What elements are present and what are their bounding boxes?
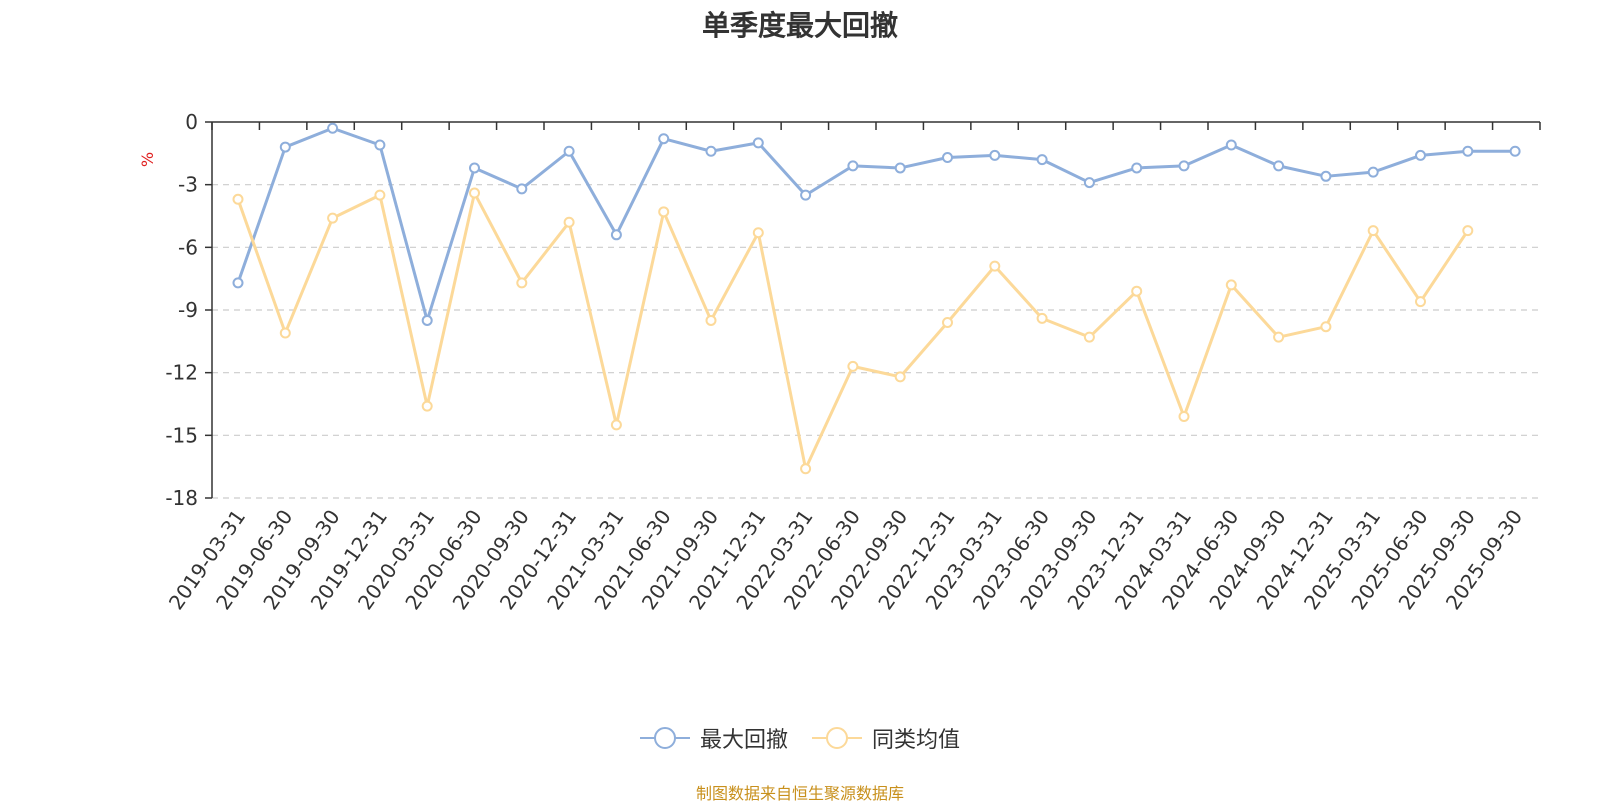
data-point[interactable] bbox=[1509, 145, 1521, 157]
data-point[interactable] bbox=[421, 314, 433, 326]
legend-label-peer-average: 同类均值 bbox=[872, 728, 961, 753]
data-point[interactable] bbox=[847, 160, 859, 172]
data-point[interactable] bbox=[421, 400, 433, 412]
legend-item-peer-average[interactable]: 同类均值 bbox=[812, 722, 960, 754]
legend-item-max-drawdown[interactable]: 最大回撤 bbox=[639, 722, 788, 754]
data-point[interactable] bbox=[279, 141, 291, 153]
data-point[interactable] bbox=[232, 277, 244, 289]
data-point[interactable] bbox=[1178, 160, 1190, 172]
data-point[interactable] bbox=[1462, 145, 1474, 157]
data-point[interactable] bbox=[1320, 321, 1332, 333]
data-point[interactable] bbox=[1273, 331, 1285, 343]
data-point[interactable] bbox=[374, 189, 386, 201]
y-tick-label: 0 bbox=[185, 110, 198, 134]
data-point[interactable] bbox=[894, 371, 906, 383]
legend: 最大回撤 同类均值 bbox=[0, 722, 1600, 754]
data-point[interactable] bbox=[469, 187, 480, 199]
y-tick-label: -9 bbox=[178, 298, 198, 322]
data-point[interactable] bbox=[1131, 162, 1143, 174]
data-point[interactable] bbox=[1225, 279, 1237, 291]
legend-line-circle-icon bbox=[639, 727, 690, 749]
data-point[interactable] bbox=[279, 327, 291, 339]
data-point[interactable] bbox=[942, 317, 953, 329]
chart-title: 单季度最大回撤 bbox=[701, 9, 898, 42]
data-point[interactable] bbox=[1462, 225, 1474, 237]
series-line-0 bbox=[236, 126, 1516, 322]
data-point[interactable] bbox=[563, 216, 575, 228]
data-point[interactable] bbox=[658, 133, 670, 145]
data-point[interactable] bbox=[752, 227, 764, 239]
data-point[interactable] bbox=[847, 360, 859, 372]
data-point[interactable] bbox=[1320, 170, 1332, 182]
data-point[interactable] bbox=[894, 162, 906, 174]
series-layer bbox=[232, 122, 1521, 475]
data-point[interactable] bbox=[1178, 411, 1190, 423]
data-point[interactable] bbox=[752, 137, 764, 149]
data-point[interactable] bbox=[516, 277, 528, 289]
y-tick-label: -6 bbox=[178, 235, 198, 259]
data-point[interactable] bbox=[1083, 331, 1095, 343]
data-point[interactable] bbox=[374, 139, 386, 151]
data-point[interactable] bbox=[516, 183, 528, 195]
source-note: 制图数据来自恒生聚源数据库 bbox=[695, 784, 904, 803]
data-point[interactable] bbox=[469, 162, 480, 174]
data-point[interactable] bbox=[1225, 139, 1237, 151]
line-chart: 0-3-6-9-12-15-182019-03-312019-06-302019… bbox=[164, 110, 1541, 614]
legend-line-circle-icon bbox=[812, 727, 862, 749]
data-point[interactable] bbox=[1083, 177, 1095, 189]
data-point[interactable] bbox=[1036, 312, 1048, 324]
series-line-1 bbox=[236, 191, 1470, 471]
data-point[interactable] bbox=[232, 193, 244, 205]
data-point[interactable] bbox=[327, 212, 339, 224]
data-point[interactable] bbox=[1273, 160, 1285, 172]
data-point[interactable] bbox=[1131, 285, 1143, 297]
data-point[interactable] bbox=[989, 260, 1001, 272]
y-tick-label: -18 bbox=[165, 486, 198, 510]
data-point[interactable] bbox=[705, 314, 717, 326]
data-point[interactable] bbox=[610, 229, 622, 241]
data-point[interactable] bbox=[1367, 166, 1379, 178]
y-tick-label: -3 bbox=[178, 173, 198, 197]
data-point[interactable] bbox=[705, 145, 717, 157]
data-point[interactable] bbox=[989, 149, 1001, 161]
data-point[interactable] bbox=[1367, 225, 1379, 237]
data-point[interactable] bbox=[800, 189, 812, 201]
data-point[interactable] bbox=[1415, 149, 1426, 161]
data-point[interactable] bbox=[1036, 154, 1048, 166]
data-point[interactable] bbox=[610, 419, 622, 431]
y-tick-label: -15 bbox=[165, 423, 198, 447]
data-point[interactable] bbox=[1415, 296, 1426, 308]
data-point[interactable] bbox=[327, 122, 339, 134]
data-point[interactable] bbox=[800, 463, 812, 475]
y-tick-label: -12 bbox=[165, 361, 198, 385]
data-point[interactable] bbox=[563, 145, 575, 157]
data-point[interactable] bbox=[658, 206, 670, 218]
legend-label-max-drawdown: 最大回撤 bbox=[699, 728, 788, 753]
data-point[interactable] bbox=[942, 152, 953, 164]
